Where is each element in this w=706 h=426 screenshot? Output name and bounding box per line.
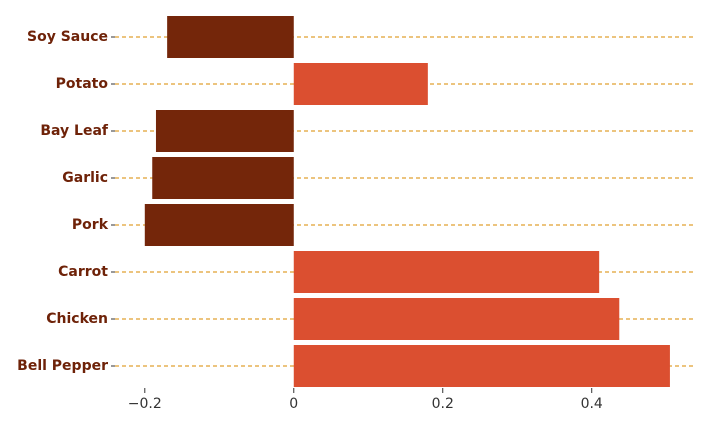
x-tick-label: 0.2 bbox=[432, 396, 454, 412]
bar-garlic bbox=[152, 157, 294, 199]
category-label: Pork bbox=[72, 217, 109, 233]
x-tick-label: −0.2 bbox=[128, 396, 162, 412]
category-label: Bell Pepper bbox=[17, 358, 108, 374]
category-labels: Soy Sauce Potato Bay Leaf Garlic Pork Carrot C… bbox=[17, 29, 109, 374]
bar-bay-leaf bbox=[156, 110, 294, 152]
bars bbox=[145, 16, 670, 387]
bar-carrot bbox=[294, 251, 599, 293]
x-tick-label: 0.4 bbox=[581, 396, 603, 412]
bar-bell-pepper bbox=[294, 345, 670, 387]
bar-potato bbox=[294, 63, 428, 105]
bar-chicken bbox=[294, 298, 620, 340]
category-label: Garlic bbox=[62, 170, 108, 186]
category-label: Carrot bbox=[58, 264, 108, 280]
x-axis-ticks: −0.2 0 0.2 0.4 bbox=[128, 388, 603, 412]
category-label: Chicken bbox=[46, 311, 108, 327]
x-tick-label: 0 bbox=[289, 396, 298, 412]
bar-soy-sauce bbox=[167, 16, 294, 58]
bar-pork bbox=[145, 204, 294, 246]
category-label: Bay Leaf bbox=[40, 123, 109, 139]
category-label: Soy Sauce bbox=[27, 29, 108, 45]
category-label: Potato bbox=[56, 76, 109, 92]
